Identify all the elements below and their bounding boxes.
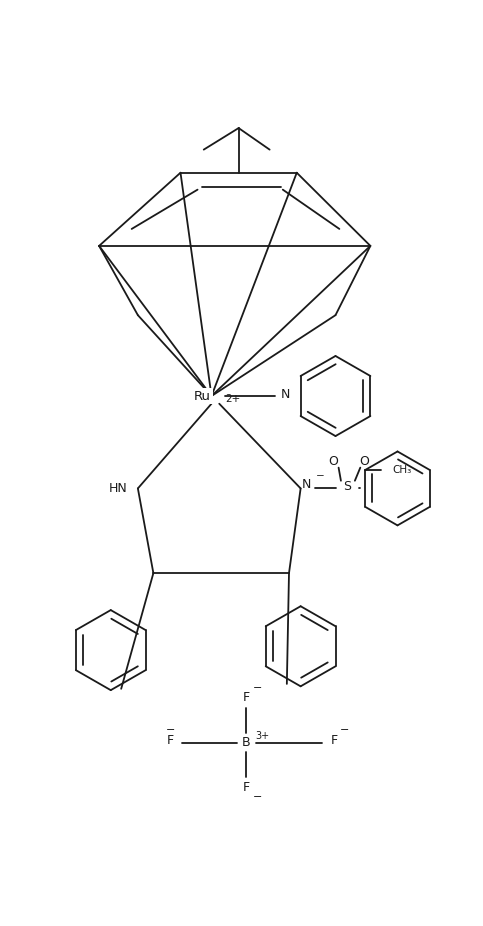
Text: −: −	[253, 682, 262, 693]
Text: −: −	[340, 725, 350, 735]
Text: 3+: 3+	[255, 732, 269, 742]
Text: F: F	[243, 692, 250, 705]
Text: N: N	[302, 478, 312, 491]
Text: CH₃: CH₃	[392, 465, 412, 475]
Text: F: F	[330, 734, 338, 747]
Text: −: −	[166, 725, 175, 735]
Text: 2+: 2+	[226, 394, 241, 404]
Text: F: F	[167, 734, 174, 747]
Text: Ru: Ru	[194, 390, 211, 403]
Text: −: −	[315, 471, 325, 482]
Text: N: N	[281, 388, 290, 401]
Text: S: S	[343, 481, 351, 494]
Text: F: F	[243, 781, 250, 794]
Text: HN: HN	[109, 482, 128, 494]
Text: B: B	[242, 736, 251, 749]
Text: −: −	[253, 792, 262, 802]
Text: O: O	[328, 455, 338, 468]
Text: O: O	[359, 455, 369, 468]
